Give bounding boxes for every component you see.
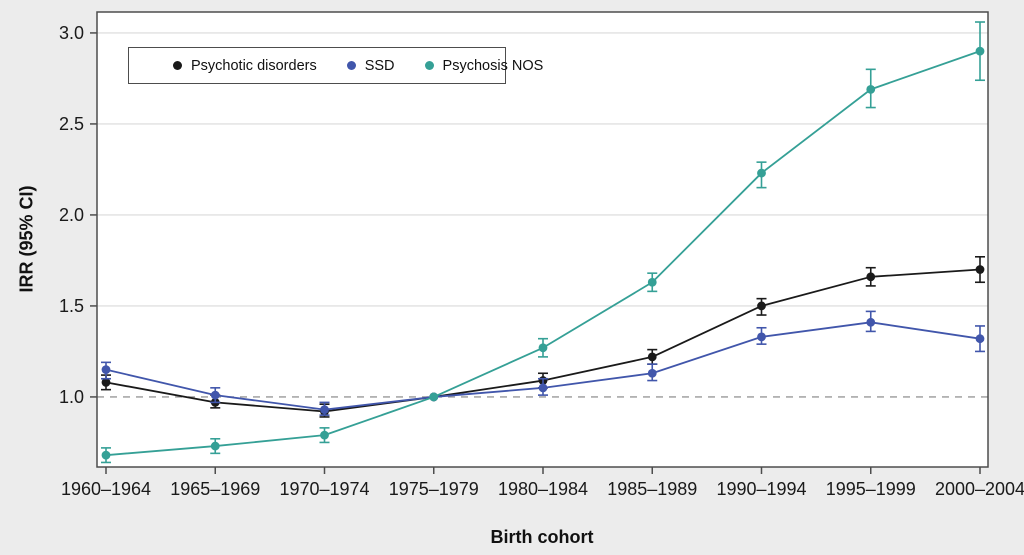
x-axis-title: Birth cohort bbox=[490, 527, 594, 547]
data-point bbox=[647, 277, 657, 287]
x-tick-label: 1975–1979 bbox=[389, 479, 479, 499]
legend-item-label: Psychotic disorders bbox=[191, 57, 317, 74]
x-tick-label: 1960–1964 bbox=[61, 479, 151, 499]
x-tick-label: 1995–1999 bbox=[826, 479, 916, 499]
y-tick-label: 1.0 bbox=[59, 387, 84, 407]
legend-marker-icon bbox=[346, 61, 356, 70]
data-point bbox=[757, 332, 766, 342]
plot-border bbox=[96, 11, 989, 468]
legend-item: SSD bbox=[346, 57, 395, 74]
legend-marker-icon bbox=[424, 61, 434, 70]
y-tick-label: 1.5 bbox=[59, 296, 84, 316]
data-point bbox=[429, 392, 439, 402]
data-point bbox=[647, 352, 657, 362]
data-point bbox=[538, 343, 548, 353]
data-point bbox=[320, 405, 329, 415]
data-point bbox=[647, 368, 657, 378]
data-point bbox=[975, 265, 985, 274]
x-tick-label: 1980–1984 bbox=[498, 479, 588, 499]
data-point bbox=[320, 430, 329, 440]
data-point bbox=[866, 317, 876, 327]
data-point bbox=[210, 441, 220, 451]
data-point bbox=[101, 377, 111, 387]
data-point bbox=[975, 46, 985, 56]
data-point bbox=[538, 383, 548, 393]
x-tick-label: 1985–1989 bbox=[607, 479, 697, 499]
y-axis-title: IRR (95% CI) bbox=[16, 185, 37, 293]
legend-item: Psychosis NOS bbox=[424, 57, 544, 74]
legend-item-label: Psychosis NOS bbox=[442, 57, 544, 74]
data-point bbox=[101, 365, 111, 375]
y-tick-label: 2.0 bbox=[59, 205, 84, 225]
x-tick-label: 1970–1974 bbox=[279, 479, 369, 499]
data-point bbox=[757, 168, 766, 178]
data-point bbox=[866, 84, 876, 94]
legend: Psychotic disorders SSD Psychosis NOS bbox=[128, 47, 543, 84]
legend-item: Psychotic disorders bbox=[173, 58, 317, 74]
data-point bbox=[975, 334, 985, 344]
data-point bbox=[210, 390, 220, 400]
x-tick-label: 2000–2004 bbox=[935, 479, 1024, 499]
data-point bbox=[866, 272, 876, 282]
x-tick-label: 1965–1969 bbox=[170, 479, 260, 499]
legend-marker-icon bbox=[173, 61, 182, 70]
data-point bbox=[757, 301, 766, 311]
data-point bbox=[101, 450, 111, 460]
y-tick-label: 2.5 bbox=[59, 114, 84, 134]
legend-item-label: SSD bbox=[364, 57, 395, 74]
y-tick-label: 3.0 bbox=[59, 23, 84, 43]
x-tick-label: 1990–1994 bbox=[716, 479, 806, 499]
